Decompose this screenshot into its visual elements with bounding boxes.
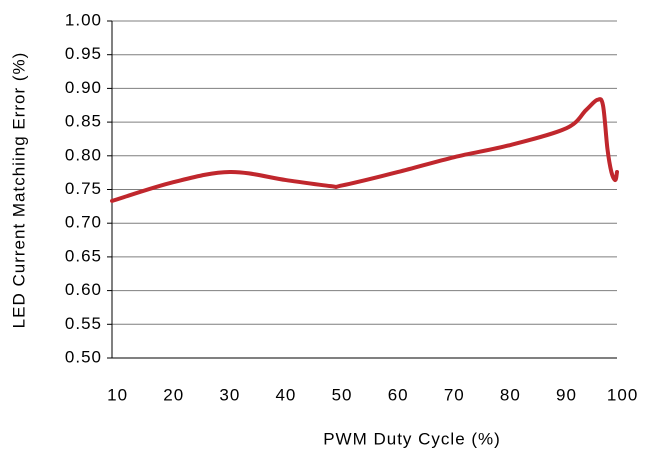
y-tick-label: 0.85 (65, 112, 102, 131)
x-axis-title: PWM Duty Cycle (%) (323, 429, 501, 448)
x-tick-label: 40 (275, 385, 296, 404)
y-tick-label: 1.00 (65, 10, 102, 29)
x-tick-label: 80 (500, 385, 521, 404)
x-tick-label: 70 (444, 385, 465, 404)
x-tick-label: 60 (388, 385, 409, 404)
y-tick-label: 0.50 (65, 347, 102, 366)
y-tick-label: 0.70 (65, 213, 102, 232)
y-tick-label: 0.55 (65, 314, 102, 333)
x-tick-label: 100 (607, 385, 638, 404)
x-tick-label: 50 (332, 385, 353, 404)
y-tick-label: 0.60 (65, 280, 102, 299)
y-axis-title: LED Current Matchiing Error (%) (9, 52, 28, 329)
x-tick-label: 30 (219, 385, 240, 404)
y-tick-label: 0.90 (65, 78, 102, 97)
x-tick-label: 90 (556, 385, 577, 404)
y-tick-label: 0.95 (65, 44, 102, 63)
y-tick-label: 0.80 (65, 145, 102, 164)
data-line (110, 97, 619, 203)
y-tick-label: 0.65 (65, 246, 102, 265)
x-tick-label: 20 (163, 385, 184, 404)
y-tick-label: 0.75 (65, 179, 102, 198)
x-tick-label: 10 (107, 385, 128, 404)
